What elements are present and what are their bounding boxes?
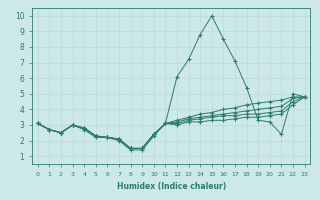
X-axis label: Humidex (Indice chaleur): Humidex (Indice chaleur)	[116, 182, 226, 191]
